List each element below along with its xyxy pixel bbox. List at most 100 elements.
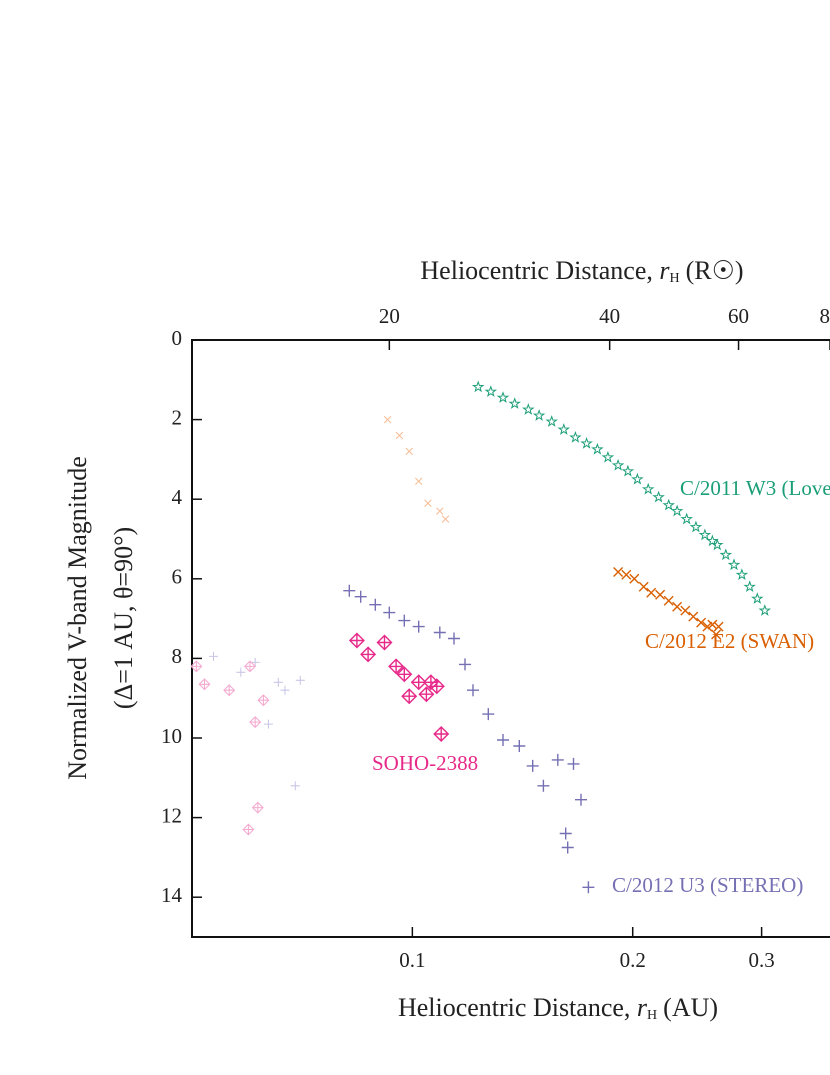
marker: [707, 619, 718, 630]
marker: [670, 504, 684, 517]
marker: [532, 409, 546, 421]
x2-tick-label: 40: [599, 304, 620, 328]
marker: [198, 678, 211, 691]
marker: [401, 688, 418, 705]
marker: [582, 881, 595, 894]
marker: [295, 675, 305, 685]
marker: [735, 568, 749, 581]
x2-axis-label-part: Heliocentric Distance,: [420, 256, 659, 285]
marker: [751, 592, 764, 604]
x-axis-label-part: r: [637, 993, 648, 1022]
marker: [388, 658, 405, 675]
marker: [418, 686, 435, 703]
marker: [376, 634, 393, 651]
marker: [383, 415, 392, 424]
marker: [689, 520, 703, 533]
marker: [652, 490, 665, 503]
axis-frame: [191, 339, 830, 938]
marker: [655, 589, 666, 600]
marker: [251, 801, 264, 814]
marker: [551, 753, 564, 766]
x-tick-label: 0.3: [748, 948, 774, 972]
marker: [290, 781, 300, 791]
marker: [663, 595, 674, 606]
marker: [433, 626, 446, 639]
x2-axis-label-part: (R☉): [686, 256, 744, 285]
marker: [557, 423, 571, 435]
x2-axis-label-part: H: [669, 271, 679, 286]
marker: [412, 620, 425, 633]
y-tick-label: 6: [172, 565, 183, 589]
marker: [537, 779, 550, 792]
marker: [727, 558, 741, 571]
marker: [591, 442, 604, 455]
y-tick-label: 0: [172, 326, 183, 350]
marker: [383, 606, 396, 619]
marker: [414, 477, 423, 486]
marker: [236, 667, 246, 677]
marker: [711, 538, 724, 551]
marker: [441, 515, 450, 523]
x-axis-label-part: H: [647, 1008, 657, 1023]
x-axis-label-part: Heliocentric Distance,: [398, 993, 637, 1022]
marker: [471, 380, 485, 393]
y-tick-label: 2: [172, 405, 183, 429]
series-label: C/2012 E2 (SWAN): [645, 629, 814, 653]
x2-tick-label: 60: [728, 304, 749, 328]
marker: [611, 458, 625, 471]
marker: [496, 391, 510, 403]
marker: [638, 581, 649, 592]
y-axis-label: (Δ=1 AU, θ=90°): [109, 527, 138, 709]
y-tick-label: 8: [172, 644, 183, 668]
marker: [522, 403, 535, 415]
marker: [436, 507, 444, 515]
marker: [280, 685, 290, 695]
marker: [698, 528, 712, 541]
marker: [395, 431, 404, 440]
marker: [567, 757, 580, 770]
y-tick-label: 4: [172, 485, 183, 509]
marker: [526, 759, 539, 772]
series-label: C/2012 U3 (STEREO): [612, 873, 803, 897]
marker: [575, 793, 587, 806]
marker: [569, 430, 582, 443]
marker: [621, 464, 635, 477]
x2-axis-label-part: r: [659, 256, 670, 285]
y-tick-label: 10: [161, 724, 182, 748]
marker: [398, 614, 411, 627]
marker: [257, 694, 270, 707]
marker: [713, 621, 724, 632]
marker: [249, 716, 262, 729]
marker: [264, 719, 273, 729]
marker: [354, 590, 367, 603]
marker: [209, 651, 218, 661]
marker: [631, 472, 644, 485]
marker: [484, 385, 498, 397]
x2-axis-label: Heliocentric Distance, rH (R☉): [420, 256, 743, 286]
y-tick-label: 14: [161, 883, 183, 907]
marker: [343, 584, 356, 597]
y-axis-label: Normalized V-band Magnitude: [63, 456, 92, 780]
marker: [508, 397, 521, 409]
y-tick-label: 12: [161, 803, 182, 827]
marker: [273, 677, 283, 687]
marker: [545, 415, 558, 427]
marker: [396, 666, 413, 683]
marker: [244, 660, 256, 673]
marker: [711, 629, 722, 640]
x-tick-label: 0.1: [399, 948, 425, 972]
marker: [459, 658, 471, 671]
marker: [424, 499, 432, 507]
marker: [680, 512, 693, 525]
marker: [743, 580, 756, 593]
marker: [680, 605, 691, 616]
marker: [448, 632, 460, 645]
marker: [719, 548, 733, 561]
marker: [348, 632, 365, 649]
marker: [758, 604, 772, 616]
series-label: SOHO-2388: [372, 751, 478, 775]
marker: [369, 598, 382, 611]
marker: [250, 657, 260, 667]
